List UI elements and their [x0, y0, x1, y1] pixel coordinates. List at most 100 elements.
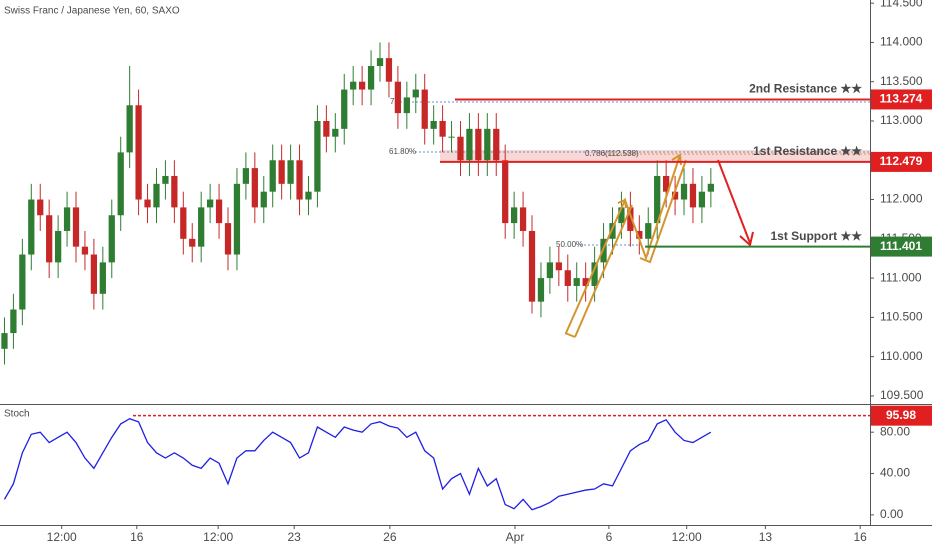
- candle-body: [671, 191, 679, 200]
- symbol-title: Swiss Franc / Japanese Yen, 60, SAXO: [4, 6, 180, 17]
- candle-body: [519, 207, 527, 231]
- pattern-line: [564, 332, 576, 338]
- y-tick-label: 40.00: [880, 466, 910, 480]
- x-tick-label: 12:00: [203, 530, 233, 544]
- level-label: 1st Resistance ★★: [753, 144, 862, 158]
- candle-body: [314, 120, 321, 192]
- candle-body: [394, 81, 402, 114]
- candle-body: [28, 199, 35, 255]
- x-tick-label: 23: [287, 530, 301, 544]
- y-tick-label: 112.000: [880, 192, 923, 206]
- candle-body: [108, 215, 115, 263]
- candle-body: [46, 215, 53, 263]
- forecast-arrow: [717, 159, 751, 244]
- y-tick-label: 114.000: [880, 35, 923, 49]
- stoch-line: [3, 418, 712, 511]
- price-box-label: 95.98: [886, 408, 916, 422]
- candle-body: [636, 230, 643, 239]
- pattern-line: [565, 154, 681, 334]
- candle-body: [403, 97, 410, 114]
- price-box: [871, 151, 932, 172]
- candle-body: [144, 199, 151, 208]
- candle-body: [287, 160, 294, 184]
- pattern-line: [639, 159, 687, 264]
- candle-body: [189, 238, 196, 247]
- x-tick-label: 13: [759, 530, 773, 544]
- candle-body: [296, 160, 303, 200]
- candle-body: [663, 175, 670, 192]
- candle-body: [475, 128, 482, 161]
- candle-body: [654, 175, 661, 224]
- arrow-head: [739, 231, 754, 247]
- candle-body: [537, 278, 545, 302]
- y-tick-label: 114.500: [880, 0, 923, 9]
- candle-body: [358, 81, 366, 90]
- candle-body: [19, 254, 26, 310]
- fib-label: 0.786(112.538): [585, 149, 639, 158]
- x-tick-label: 6: [606, 530, 613, 544]
- level-label: 1st Support ★★: [770, 229, 862, 243]
- candle-body: [484, 128, 491, 161]
- candle-body: [260, 191, 267, 208]
- price-box: [871, 405, 932, 426]
- candle-body: [153, 183, 160, 208]
- candle-body: [493, 128, 500, 161]
- candle-body: [269, 160, 276, 192]
- candle-body: [680, 183, 688, 200]
- x-tick-label: Apr: [506, 530, 525, 544]
- pattern-line: [574, 204, 633, 338]
- candle-body: [430, 120, 437, 129]
- level-label: 2nd Resistance ★★: [749, 82, 862, 96]
- candle-body: [618, 207, 625, 224]
- candle-body: [698, 191, 706, 208]
- price-box-label: 113.274: [880, 92, 923, 106]
- resistance-zone: [440, 150, 870, 162]
- candle-body: [582, 278, 589, 286]
- x-tick-label: 12:00: [47, 530, 77, 544]
- x-tick-label: 16: [130, 530, 144, 544]
- candle-body: [10, 309, 17, 334]
- candle-body: [117, 152, 124, 216]
- candle-body: [135, 105, 142, 200]
- candle-body: [412, 89, 419, 98]
- y-tick-label: 113.500: [880, 74, 923, 88]
- candle-body: [528, 230, 536, 302]
- y-tick-label: 0.00: [880, 507, 904, 521]
- candle-body: [564, 270, 571, 286]
- price-box: [871, 89, 932, 110]
- price-box: [871, 236, 932, 257]
- price-box-label: 112.479: [880, 154, 923, 168]
- y-tick-label: 110.000: [880, 349, 923, 363]
- candle-body: [385, 58, 393, 82]
- candle-body: [90, 254, 98, 294]
- candle-body: [439, 120, 446, 137]
- candle-body: [81, 246, 89, 255]
- candle-body: [278, 160, 285, 184]
- candle-body: [206, 199, 214, 208]
- candle-body: [54, 230, 62, 263]
- candle-body: [215, 199, 223, 224]
- candle-body: [502, 160, 509, 224]
- candle-body: [171, 175, 178, 208]
- candle-body: [573, 278, 580, 286]
- candle-body: [645, 223, 652, 239]
- candle-body: [323, 120, 330, 137]
- candle-body: [466, 128, 473, 161]
- candle-body: [332, 128, 339, 137]
- candle-body: [126, 105, 133, 153]
- y-tick-label: 110.500: [880, 310, 923, 324]
- candle-body: [376, 58, 384, 66]
- price-box-label: 111.401: [880, 239, 922, 253]
- y-tick-label: 111.000: [880, 270, 922, 284]
- candle-body: [350, 81, 357, 90]
- candle-body: [305, 191, 312, 200]
- candle-body: [457, 136, 464, 161]
- candle-body: [1, 333, 8, 349]
- y-tick-label: 113.000: [880, 113, 923, 127]
- candle-body: [72, 207, 80, 247]
- y-tick-label: 80.00: [880, 424, 910, 438]
- candle-body: [198, 207, 205, 247]
- candle-body: [627, 207, 634, 231]
